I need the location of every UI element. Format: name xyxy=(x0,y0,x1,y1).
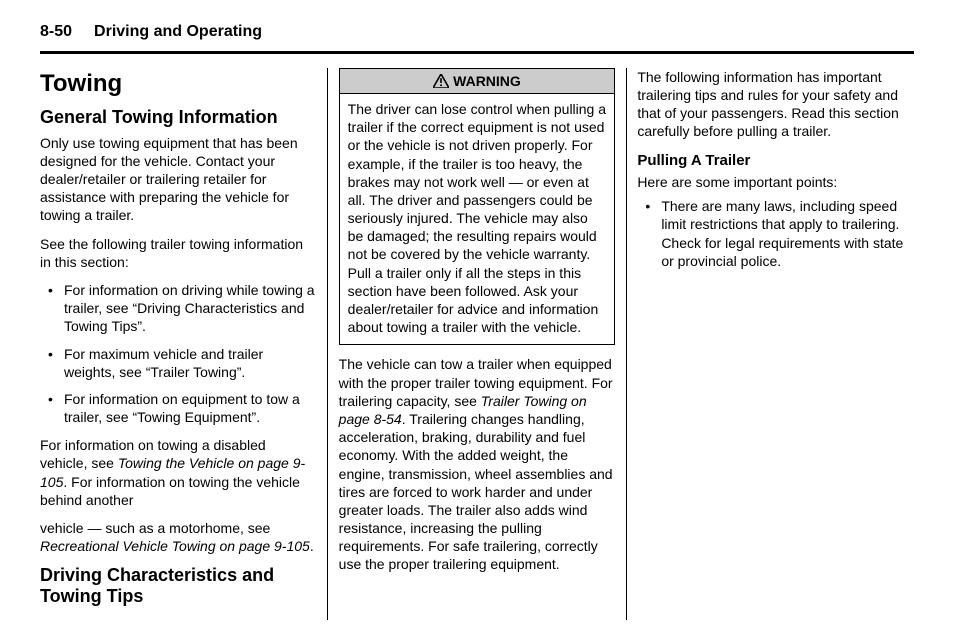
subsection-title: Driving Characteristics and Towing Tips xyxy=(40,565,317,606)
paragraph: The following information has important … xyxy=(637,68,914,141)
header-section-title: Driving and Operating xyxy=(94,22,262,43)
bullet-list: For information on driving while towing … xyxy=(40,281,317,426)
paragraph: Here are some important points: xyxy=(637,173,914,191)
paragraph: Only use towing equipment that has been … xyxy=(40,134,317,225)
text: . For information on towing the vehicle … xyxy=(40,474,300,508)
page-header: 8-50 Driving and Operating xyxy=(40,22,914,54)
list-item: For information on equipment to tow a tr… xyxy=(40,390,317,426)
warning-box: WARNING The driver can lose control when… xyxy=(339,68,616,346)
text: . xyxy=(310,538,314,554)
list-item: For maximum vehicle and trailer weights,… xyxy=(40,345,317,381)
list-item: For information on driving while towing … xyxy=(40,281,317,336)
text: . Trailering changes handling, accelerat… xyxy=(339,411,613,573)
sub-sub-title: Pulling A Trailer xyxy=(637,151,914,171)
warning-icon xyxy=(433,74,449,88)
warning-body: The driver can lose control when pulling… xyxy=(340,94,615,344)
paragraph: For information on towing a disabled veh… xyxy=(40,436,317,509)
warning-header: WARNING xyxy=(340,69,615,94)
page-number: 8-50 xyxy=(40,22,72,43)
bullet-list: There are many laws, including speed lim… xyxy=(637,197,914,270)
cross-reference: Recreational Vehicle Towing on page 9-10… xyxy=(40,538,310,554)
text: vehicle — such as a motorhome, see xyxy=(40,520,270,536)
subsection-title: General Towing Information xyxy=(40,107,317,128)
warning-label: WARNING xyxy=(453,72,521,90)
paragraph: See the following trailer towing informa… xyxy=(40,235,317,271)
paragraph: vehicle — such as a motorhome, see Recre… xyxy=(40,519,317,555)
list-item: There are many laws, including speed lim… xyxy=(637,197,914,270)
paragraph: The vehicle can tow a trailer when equip… xyxy=(339,355,616,573)
section-title: Towing xyxy=(40,68,317,99)
content-columns: Towing General Towing Information Only u… xyxy=(40,68,914,620)
